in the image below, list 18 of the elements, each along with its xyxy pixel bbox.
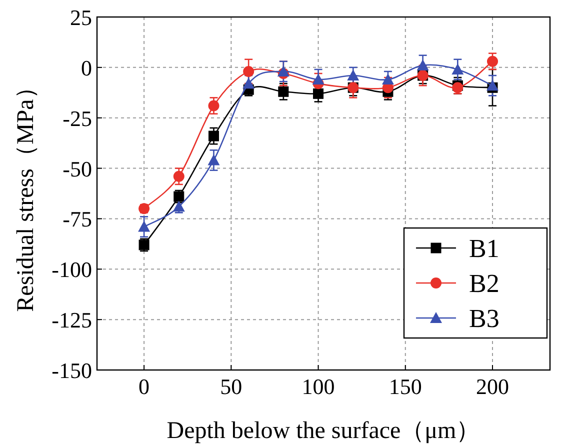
x-axis-title: Depth below the surface（μm） [166, 418, 480, 444]
y-tick-label: 25 [70, 5, 92, 30]
x-tick-label: 0 [138, 374, 150, 399]
x-tick-label: 50 [220, 374, 242, 399]
legend-label: B3 [469, 304, 500, 333]
legend-label: B2 [469, 269, 500, 298]
y-axis-title: Residual stress（MPa） [13, 75, 39, 312]
y-tick-label: -25 [62, 106, 92, 131]
y-tick-label: -125 [52, 308, 92, 333]
legend-label: B1 [469, 234, 500, 263]
x-tick-label: 150 [388, 374, 422, 399]
y-tick-label: -150 [52, 358, 92, 383]
x-tick-label: 200 [476, 374, 510, 399]
y-tick-label: 0 [81, 55, 92, 80]
y-tick-label: -75 [62, 206, 92, 232]
y-tick-label: -50 [62, 156, 92, 182]
y-tick-label: -100 [52, 257, 92, 282]
x-tick-label: 100 [302, 374, 335, 399]
